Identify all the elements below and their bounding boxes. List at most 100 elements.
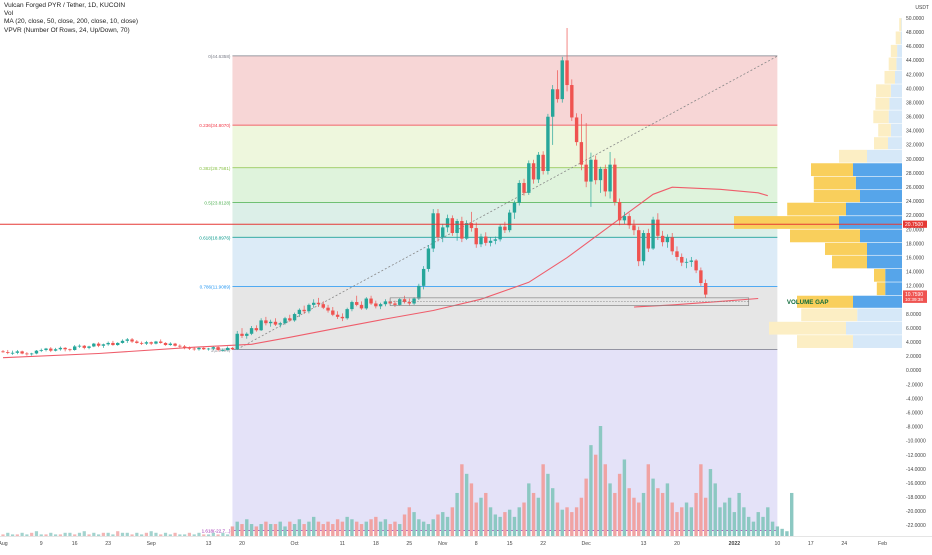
price-tick-label: 18.0000 xyxy=(906,241,924,247)
candle xyxy=(163,342,168,346)
candle xyxy=(154,340,158,345)
price-tick-label: 46.0000 xyxy=(906,44,924,50)
volume-bar xyxy=(350,519,354,536)
price-axis-bg xyxy=(902,0,932,550)
candle xyxy=(584,123,588,188)
volume-bar xyxy=(235,521,239,536)
volume-bar xyxy=(775,526,780,536)
candle xyxy=(383,299,388,307)
candle xyxy=(307,303,311,314)
volume-bar xyxy=(436,514,440,536)
volume-bar xyxy=(641,492,646,536)
vpvr-row-up xyxy=(813,176,856,190)
ma-line-short xyxy=(633,297,759,308)
fib-label-1: 1(2.9898) xyxy=(211,347,231,352)
volume-bar xyxy=(273,524,278,536)
candle-body xyxy=(202,347,206,350)
volume-bar xyxy=(68,532,72,536)
candle xyxy=(202,347,206,350)
vpvr-row-up xyxy=(895,31,901,45)
legend-symbol[interactable]: Vulcan Forged PYR / Tether, 1D, KUCOIN xyxy=(4,2,126,9)
time-tick-label: Feb xyxy=(878,541,887,547)
candle xyxy=(608,151,612,199)
volume-bar xyxy=(632,497,636,536)
candle-body xyxy=(292,314,297,321)
fib-band-0-382 xyxy=(232,167,778,203)
candle xyxy=(139,341,144,346)
volume-bar xyxy=(699,464,703,536)
legend-vpvr[interactable]: VPVR (Number Of Rows, 24, Up/Down, 70) xyxy=(4,26,130,34)
volume-bar xyxy=(522,502,526,536)
candle xyxy=(570,79,574,121)
candle-body xyxy=(689,260,694,262)
candle xyxy=(656,213,660,241)
candle-body xyxy=(455,221,459,234)
vpvr-row-up xyxy=(876,282,886,296)
volume-bar xyxy=(216,534,220,536)
candle xyxy=(292,312,297,322)
legend-ma[interactable]: MA (20, close, 50, close, 200, close, 10… xyxy=(4,18,139,26)
volume-bar xyxy=(498,516,502,536)
candle-body xyxy=(221,349,225,351)
candle-body xyxy=(82,345,86,348)
volume-bar xyxy=(431,519,435,536)
candle xyxy=(565,27,569,92)
candle-body xyxy=(374,303,378,307)
candles xyxy=(1,27,708,356)
candle xyxy=(230,347,235,350)
candle-body xyxy=(96,343,101,346)
candle xyxy=(254,325,259,332)
price-tick-label: 48.0000 xyxy=(906,30,924,36)
volume-bar xyxy=(116,531,120,536)
price-tick-label: 38.0000 xyxy=(906,100,924,106)
candle xyxy=(264,316,268,326)
volume-bar xyxy=(6,532,10,536)
vpvr-row-down xyxy=(846,202,902,216)
candle-body xyxy=(159,341,163,343)
price-tick-label: 42.0000 xyxy=(906,72,924,78)
candle-body xyxy=(627,216,631,226)
candle-body xyxy=(460,221,464,239)
volume-bar xyxy=(49,532,53,536)
volume-bar xyxy=(598,426,603,536)
candle-body xyxy=(393,303,397,305)
candle-body xyxy=(273,321,278,325)
vpvr-row-down xyxy=(867,242,902,255)
candle-body xyxy=(551,89,555,117)
volume-bar xyxy=(627,488,631,536)
volume-bar xyxy=(20,532,24,536)
volume-bar xyxy=(723,502,727,536)
time-tick-label: 24 xyxy=(841,541,847,547)
candle-body xyxy=(350,302,354,310)
volume-bar xyxy=(660,492,665,536)
annotations: VOLUME GAP xyxy=(0,223,902,306)
vpvr-row-up xyxy=(876,84,891,98)
candle xyxy=(670,233,674,255)
legend-vol[interactable]: Vol xyxy=(4,10,14,18)
volume-bar xyxy=(689,507,694,536)
vpvr-row-down xyxy=(889,97,902,110)
volume-bar xyxy=(154,532,158,536)
candle-body xyxy=(268,321,273,324)
volume-bar xyxy=(240,524,244,536)
candle xyxy=(393,300,397,307)
volume-bar xyxy=(369,519,373,536)
candle xyxy=(460,216,464,243)
volume-bar xyxy=(493,514,498,536)
candle-body xyxy=(450,218,455,234)
candle xyxy=(689,256,694,267)
candle-body xyxy=(321,304,325,308)
volume-bar xyxy=(608,483,612,536)
vpvr-row-up xyxy=(839,149,867,163)
time-tick-label: 17 xyxy=(808,541,814,547)
volume-bar xyxy=(646,464,650,536)
vpvr-row-up xyxy=(790,229,860,243)
candle-body xyxy=(656,219,660,236)
price-tick-label: 12.0000 xyxy=(906,284,924,290)
candle-body xyxy=(479,236,483,245)
candle-body xyxy=(383,301,388,305)
candle xyxy=(73,345,77,351)
candle xyxy=(603,164,607,197)
